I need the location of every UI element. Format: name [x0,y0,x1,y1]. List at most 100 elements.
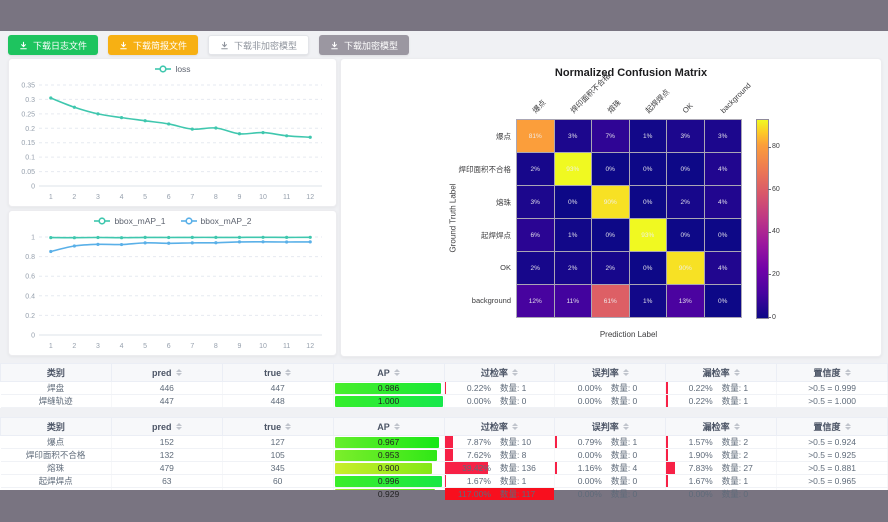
sort-caret-icon[interactable] [175,369,182,376]
column-header-类别: 类别 [0,363,112,382]
rate-percent: 7.87% [466,437,491,447]
column-header-pred[interactable]: pred [110,417,223,436]
colorbar-tick-label: 80 [772,143,780,151]
matrix-cell: 12% [517,285,555,318]
download-encrypted-model-button[interactable]: 下载加密模型 [319,35,410,55]
sort-caret-icon[interactable] [622,423,629,430]
sort-caret-icon[interactable] [844,423,851,430]
colorbar-tickmark [768,317,771,318]
legend-item-loss[interactable]: loss [154,64,191,74]
colorbar-tickmark [768,146,771,148]
matrix-col-label: 熔珠 [605,98,623,115]
svg-text:8: 8 [214,343,218,350]
rate-count: 数量: 0 [721,489,749,499]
matrix-row-label: background [471,296,511,305]
download-report-button[interactable]: 下载简报文件 [108,35,199,55]
svg-text:9: 9 [238,194,242,201]
sort-caret-icon[interactable] [733,369,740,376]
rate-bar [555,436,557,448]
rate-count: 数量: 1 [610,437,638,447]
metrics-tables: 类别 pred true AP 过检率 误判率 漏检率 置信度 焊盘 446 447 0.986 0.2… [0,363,888,501]
column-header-误判率[interactable]: 误判率 [554,417,667,436]
cell-confidence: >0.5 = 0.924 [776,435,888,449]
svg-text:0.2: 0.2 [25,126,35,133]
cell-miss-rate: 1.57% 数量: 2 [665,435,778,449]
legend-pin-icon [94,217,111,225]
cell-overdetect-rate: 7.62% 数量: 8 [444,448,556,462]
map-chart-panel: bbox_mAP_1 bbox_mAP_2 0 0.2 0.4 0.6 0.8 1 1 2 3 4 5… [8,210,337,356]
column-header-漏检率[interactable]: 漏检率 [665,363,778,382]
colorbar-tickmark [768,274,771,276]
sort-caret-icon[interactable] [511,369,518,376]
confusion-matrix-ylabel: Ground Truth Label [448,183,458,253]
matrix-row-label: 焊印面积不合格 [458,165,512,174]
column-header-漏检率[interactable]: 漏检率 [665,417,778,436]
rate-percent: 0.00% [688,489,713,499]
column-header-过检率[interactable]: 过检率 [443,363,556,382]
sort-caret-icon[interactable] [393,423,400,430]
toolbar: 下载日志文件 下载简报文件 下载非加密模型 下载加密模型 [8,35,410,55]
cell-ap: 0.996 [333,474,445,488]
rate-percent: 0.00% [466,396,491,406]
rate-bar [555,462,557,474]
column-header-AP[interactable]: AP [332,363,445,382]
svg-text:11: 11 [283,343,290,350]
download-icon [220,41,229,50]
legend-item-bbox_mAP_1[interactable]: bbox_mAP_1 [93,216,166,226]
column-header-误判率[interactable]: 误判率 [554,363,667,382]
matrix-cell: 4% [704,153,742,186]
column-header-true[interactable]: true [221,417,334,436]
cell-misjudge-rate: 0.00% 数量: 0 [554,448,667,462]
matrix-cell: 2% [592,252,630,285]
cell-class: 焊缝轨迹 [0,394,112,408]
cell-overdetect-rate: 0.22% 数量: 1 [444,381,556,395]
cell-confidence: >0.5 = 0.965 [776,474,888,488]
rate-percent: 0.00% [577,489,602,499]
rate-percent: 0.79% [577,437,602,447]
matrix-cell: 93% [554,153,592,186]
cell-miss-rate: 1.90% 数量: 2 [665,448,778,462]
rate-percent: 7.62% [466,450,491,460]
legend-item-bbox_mAP_2[interactable]: bbox_mAP_2 [180,216,252,226]
rate-count: 数量: 2 [721,450,749,460]
svg-text:10: 10 [259,194,267,201]
sort-caret-icon[interactable] [285,369,292,376]
bottom-bar [0,490,888,522]
legend-pin-icon [180,217,197,225]
ap-bar [334,395,443,407]
sort-caret-icon[interactable] [622,369,629,376]
column-header-置信度[interactable]: 置信度 [776,417,888,436]
sort-caret-icon[interactable] [393,369,400,376]
colorbar-tick-label: 0 [772,313,776,321]
matrix-cell: 1% [629,120,667,153]
column-header-置信度[interactable]: 置信度 [776,363,888,382]
legend-pin-icon [155,65,172,73]
cell-misjudge-rate: 0.00% 数量: 0 [554,487,667,501]
svg-text:6: 6 [167,194,171,201]
svg-text:0.6: 0.6 [25,274,35,281]
cell-true: 447 [222,381,334,395]
matrix-row-label: 熔珠 [496,198,511,207]
download-log-button[interactable]: 下载日志文件 [8,35,99,55]
sort-caret-icon[interactable] [511,423,518,430]
matrix-cell: 0% [704,219,742,252]
cell-ap: 0.967 [333,435,445,449]
svg-text:11: 11 [283,194,290,201]
rate-count: 数量: 10 [499,437,532,447]
download-unencrypted-model-button[interactable]: 下载非加密模型 [208,35,310,55]
column-header-true[interactable]: true [221,363,334,382]
cell-ap: 0.929 [333,487,445,501]
column-header-AP[interactable]: AP [332,417,445,436]
sort-caret-icon[interactable] [285,423,292,430]
ap-value: 0.986 [377,382,400,393]
cell-true: 448 [222,394,334,408]
svg-text:1: 1 [49,194,53,201]
sort-caret-icon[interactable] [733,423,740,430]
cell-pred: 446 [111,381,223,395]
sort-caret-icon[interactable] [844,369,851,376]
column-header-pred[interactable]: pred [110,363,223,382]
sort-caret-icon[interactable] [175,423,182,430]
svg-text:7: 7 [190,343,194,350]
column-header-过检率[interactable]: 过检率 [443,417,556,436]
loss-line-chart: 00.050.10.150.20.250.30.351 2 3 4 5 6 7 8 9 10 11 1… [21,83,322,201]
